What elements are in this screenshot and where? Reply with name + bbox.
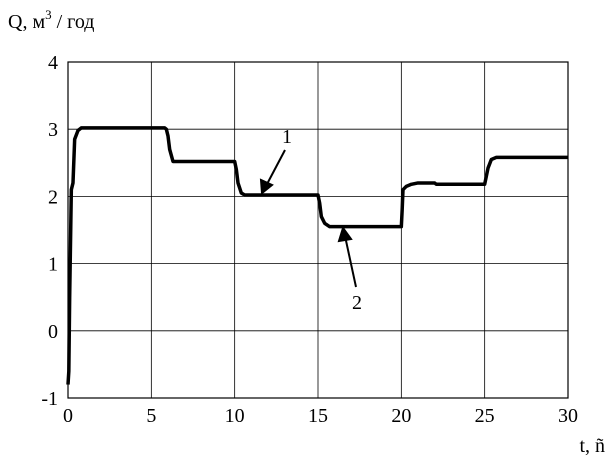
arrow [337,225,357,288]
annotation: 2 [352,292,362,314]
y-tick-label: -1 [41,388,58,410]
y-label-text: / год [52,11,95,33]
y-tick-label: 0 [48,321,58,343]
x-tick-label: 15 [308,405,328,427]
arrow [259,149,286,195]
y-tick-label: 1 [48,254,58,276]
y-tick-label: 2 [48,186,58,208]
y-label-text: Q, м [8,11,45,33]
x-tick-label: 30 [558,405,578,427]
x-tick-label: 20 [391,405,411,427]
data-line [66,126,568,385]
x-tick-label: 10 [225,405,245,427]
annotation: 1 [282,126,292,148]
x-tick-label: 5 [146,405,156,427]
plot-frame [67,61,569,399]
y-axis-label: Q, м3 / год [8,7,94,33]
x-tick-label: 0 [63,405,73,427]
y-tick-label: 4 [48,52,58,74]
x-tick-label: 25 [475,405,495,427]
x-axis-label: t, ñ [579,435,605,457]
y-label-sup: 3 [45,7,52,22]
y-tick-label: 3 [48,119,58,141]
